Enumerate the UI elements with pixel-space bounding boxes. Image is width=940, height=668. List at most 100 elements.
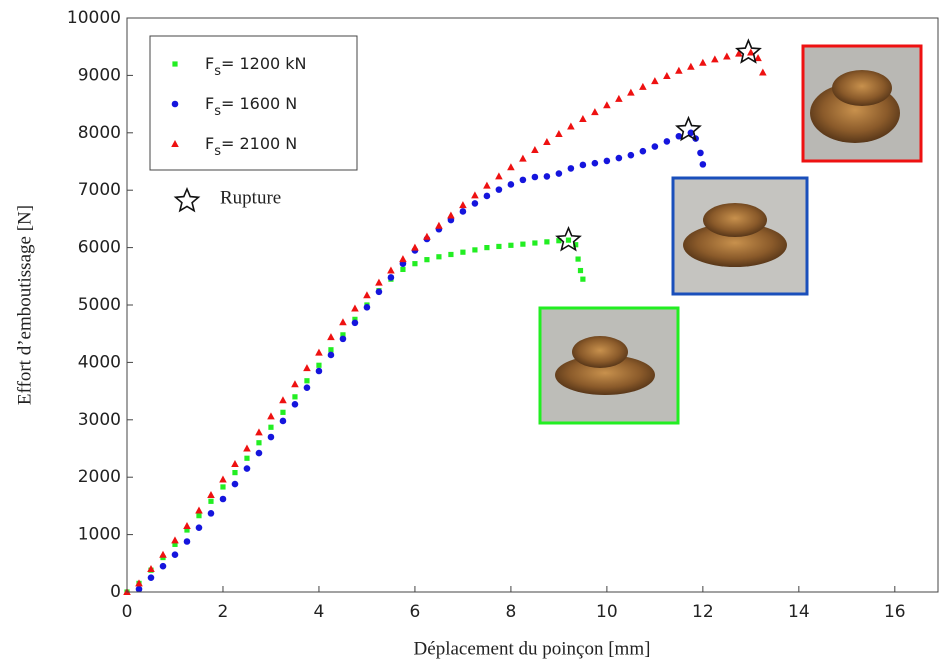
y-tick-label: 0	[110, 582, 121, 602]
point	[351, 304, 359, 312]
point	[472, 247, 478, 253]
rupture-star	[675, 115, 702, 142]
point	[195, 506, 203, 514]
point	[615, 154, 623, 162]
point	[459, 208, 467, 215]
point	[220, 484, 226, 490]
point	[531, 146, 539, 154]
point	[507, 163, 515, 171]
point	[507, 181, 515, 188]
point	[575, 256, 581, 262]
point	[484, 245, 490, 251]
legend-label: Fs= 2100 N	[205, 134, 297, 159]
point	[411, 243, 419, 251]
y-tick-label: 3000	[78, 410, 121, 430]
point	[172, 541, 178, 547]
point	[328, 347, 334, 353]
point	[580, 276, 586, 282]
point	[387, 274, 395, 281]
point	[147, 565, 155, 573]
photo-blue	[671, 176, 809, 296]
point	[412, 261, 418, 267]
point	[699, 58, 707, 66]
point	[496, 243, 502, 250]
point	[577, 267, 584, 274]
point	[459, 201, 467, 209]
point	[565, 237, 572, 243]
point	[627, 151, 635, 159]
point	[747, 48, 755, 56]
point	[267, 412, 275, 420]
legend-marker	[171, 100, 179, 108]
point	[759, 68, 767, 76]
point	[171, 536, 179, 544]
point	[723, 52, 731, 60]
point	[351, 319, 359, 327]
y-tick-label: 2000	[78, 467, 121, 487]
point	[316, 362, 322, 368]
point	[543, 137, 551, 145]
point	[754, 54, 762, 62]
point	[363, 303, 371, 311]
point	[303, 364, 311, 372]
point	[183, 538, 191, 545]
point	[267, 433, 275, 441]
point	[735, 49, 743, 57]
x-tick-label: 12	[692, 602, 714, 622]
point	[256, 440, 262, 446]
point	[315, 367, 323, 375]
point	[483, 181, 491, 189]
point	[244, 455, 250, 461]
point	[147, 574, 155, 581]
point	[543, 173, 551, 180]
point	[639, 147, 647, 155]
x-tick-label: 4	[314, 602, 325, 622]
point	[375, 278, 383, 286]
point	[231, 480, 239, 488]
point	[531, 173, 539, 181]
point	[573, 242, 579, 248]
point	[697, 149, 704, 157]
point	[436, 254, 442, 260]
y-axis-title: Effort d’emboutissage [N]	[14, 205, 35, 405]
point	[387, 266, 395, 274]
point	[375, 288, 383, 296]
point	[207, 490, 215, 498]
x-tick-label: 10	[596, 602, 618, 622]
y-tick-label: 9000	[78, 65, 121, 85]
photo-green	[538, 306, 680, 425]
point	[363, 291, 371, 299]
point	[303, 384, 311, 391]
y-tick-label: 10000	[67, 8, 121, 28]
point	[579, 161, 587, 169]
x-tick-label: 6	[410, 602, 421, 622]
point	[135, 585, 143, 593]
point	[435, 221, 443, 229]
point	[424, 257, 430, 263]
point	[243, 444, 251, 452]
point	[519, 176, 527, 184]
point	[495, 186, 503, 193]
point	[339, 318, 347, 326]
point	[687, 62, 695, 70]
point	[591, 108, 599, 116]
point	[195, 524, 203, 532]
point	[532, 240, 538, 246]
point	[567, 165, 575, 172]
point	[639, 82, 647, 90]
point	[291, 380, 299, 388]
point	[279, 396, 287, 404]
point	[207, 510, 215, 517]
point	[219, 495, 227, 503]
point	[327, 351, 335, 359]
y-tick-label: 5000	[78, 295, 121, 315]
point	[460, 249, 466, 255]
point	[508, 242, 514, 248]
point	[651, 143, 659, 150]
point	[231, 459, 239, 467]
y-tick-label: 7000	[78, 180, 121, 200]
point	[675, 66, 683, 74]
point	[519, 154, 527, 162]
photo-red	[801, 44, 923, 163]
